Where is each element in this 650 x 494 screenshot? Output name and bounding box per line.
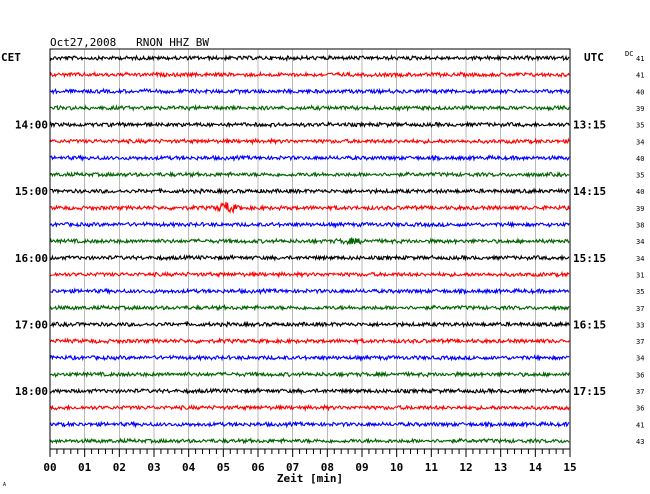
hour-labels: 14:00 15:00 16:00 17:00 18:00 13:15 14:15 15:15… bbox=[15, 119, 606, 398]
x-tick-label: 03 bbox=[147, 461, 160, 474]
cet-hour-label: 17:00 bbox=[15, 318, 48, 331]
dc-value: 40 bbox=[636, 188, 644, 196]
utc-axis-label: UTC bbox=[584, 51, 604, 64]
dc-value: 41 bbox=[636, 55, 644, 63]
seismic-trace bbox=[49, 187, 570, 195]
seismic-trace bbox=[49, 220, 570, 229]
dc-value: 35 bbox=[636, 122, 644, 130]
chart-title: Oct27,2008 RNON HHZ BW bbox=[50, 36, 209, 49]
x-tick-label: 11 bbox=[425, 461, 439, 474]
seismic-trace bbox=[49, 437, 570, 445]
seismic-trace bbox=[49, 320, 570, 329]
x-tick-label: 00 bbox=[43, 461, 56, 474]
dc-value: 37 bbox=[636, 305, 644, 313]
dc-value: 39 bbox=[636, 205, 644, 213]
seismic-trace bbox=[49, 137, 570, 146]
dc-value: 34 bbox=[636, 138, 644, 146]
dc-value: 31 bbox=[636, 271, 644, 279]
seismic-trace bbox=[49, 287, 570, 296]
cet-hour-label: 15:00 bbox=[15, 185, 48, 198]
seismic-trace bbox=[49, 337, 570, 346]
x-tick-label: 07 bbox=[286, 461, 299, 474]
seismic-trace bbox=[49, 237, 570, 246]
seismic-trace bbox=[49, 54, 570, 63]
x-tick-label: 08 bbox=[321, 461, 334, 474]
dc-value: 41 bbox=[636, 72, 644, 80]
utc-hour-label: 15:15 bbox=[573, 252, 606, 265]
x-axis-label: Zeit [min] bbox=[277, 472, 343, 485]
trace-group bbox=[49, 54, 570, 445]
dc-value: 37 bbox=[636, 338, 644, 346]
dc-value: 36 bbox=[636, 371, 644, 379]
x-tick-label: 06 bbox=[251, 461, 265, 474]
dc-value: 40 bbox=[636, 155, 644, 163]
cet-hour-label: 16:00 bbox=[15, 252, 48, 265]
dc-values: 41 41 40 39 35 34 40 35 40 39 38 34 34 31 35 37 33 37 34 36… bbox=[636, 55, 644, 446]
x-tick-label: 09 bbox=[355, 461, 368, 474]
seismic-trace bbox=[49, 303, 570, 312]
seismic-trace bbox=[49, 387, 570, 395]
x-tick-label: 05 bbox=[217, 461, 230, 474]
seismic-trace bbox=[49, 420, 570, 429]
x-tick-label: 01 bbox=[78, 461, 92, 474]
dc-value: 43 bbox=[636, 438, 644, 446]
seismic-trace bbox=[49, 70, 570, 79]
dc-value: 37 bbox=[636, 388, 644, 396]
seismic-trace bbox=[49, 253, 570, 262]
utc-hour-label: 17:15 bbox=[573, 385, 606, 398]
seismic-trace bbox=[49, 270, 570, 279]
seismic-trace bbox=[49, 120, 570, 129]
dc-value: 35 bbox=[636, 172, 644, 180]
seismic-trace bbox=[49, 170, 570, 179]
utc-hour-label: 16:15 bbox=[573, 318, 606, 331]
dc-value: 39 bbox=[636, 105, 644, 113]
x-tick-label: 12 bbox=[459, 461, 472, 474]
seismic-trace bbox=[49, 370, 570, 379]
x-tick-label: 02 bbox=[113, 461, 126, 474]
dc-value: 35 bbox=[636, 288, 644, 296]
seismic-trace bbox=[49, 87, 570, 96]
dc-value: 40 bbox=[636, 88, 644, 96]
seismic-trace bbox=[49, 354, 570, 362]
x-tick-label: 04 bbox=[182, 461, 196, 474]
dc-label: DC bbox=[625, 50, 633, 58]
dc-value: 38 bbox=[636, 222, 644, 230]
minute-gridlines bbox=[84, 49, 536, 449]
cet-axis-label: CET bbox=[1, 51, 21, 64]
plot-frame bbox=[49, 48, 571, 450]
dc-value: 36 bbox=[636, 405, 644, 413]
dc-value: 34 bbox=[636, 255, 644, 263]
dc-value: 34 bbox=[636, 355, 644, 363]
seismic-trace bbox=[49, 103, 570, 113]
cet-hour-label: 18:00 bbox=[15, 385, 48, 398]
x-tick-label: 15 bbox=[563, 461, 576, 474]
seismic-trace bbox=[49, 201, 570, 215]
x-tick-label: 10 bbox=[390, 461, 403, 474]
dc-value: 34 bbox=[636, 238, 644, 246]
x-tick-label: 14 bbox=[529, 461, 543, 474]
utc-hour-label: 14:15 bbox=[573, 185, 606, 198]
dc-value: 41 bbox=[636, 421, 644, 429]
seismic-trace bbox=[49, 154, 570, 162]
x-tick-label: 13 bbox=[494, 461, 507, 474]
cet-hour-label: 14:00 bbox=[15, 119, 48, 132]
dc-value: 33 bbox=[636, 321, 644, 329]
seismic-trace bbox=[49, 403, 570, 412]
utc-hour-label: 13:15 bbox=[573, 119, 606, 132]
x-axis: 00 01 02 03 04 05 06 07 08 09 10 11 12 13 14 15 bbox=[43, 449, 577, 474]
corner-mark: A bbox=[3, 482, 6, 488]
